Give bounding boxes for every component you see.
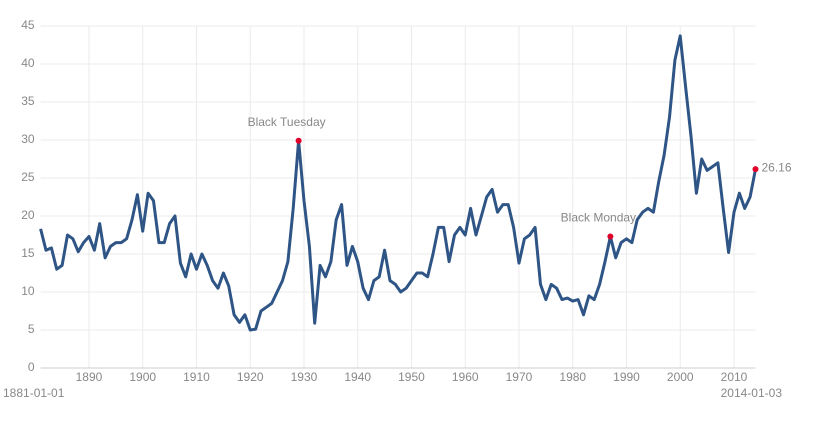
annotation-dot xyxy=(607,233,614,240)
annotation-label: Black Monday xyxy=(561,211,636,225)
annotation-label: Black Tuesday xyxy=(248,115,326,129)
x-tick-label: 1960 xyxy=(452,370,479,384)
annotation-label: 26.16 xyxy=(762,160,792,174)
start-label: 1881-01-01 xyxy=(3,386,65,400)
y-tick-label: 15 xyxy=(21,246,35,260)
x-tick-label: 1990 xyxy=(613,370,640,384)
y-tick-label: 25 xyxy=(21,170,35,184)
x-tick-label: 1920 xyxy=(237,370,264,384)
y-tick-label: 5 xyxy=(28,322,35,336)
y-tick-label: 35 xyxy=(21,94,35,108)
y-tick-label: 10 xyxy=(21,284,35,298)
x-tick-label: 1970 xyxy=(506,370,533,384)
annotation-dot xyxy=(752,166,759,173)
x-tick-label: 2010 xyxy=(721,370,748,384)
x-tick-label: 1950 xyxy=(398,370,425,384)
y-tick-label: 0 xyxy=(28,360,35,374)
x-tick-label: 2000 xyxy=(667,370,694,384)
x-tick-label: 1890 xyxy=(76,370,103,384)
x-tick-label: 1900 xyxy=(129,370,156,384)
x-tick-label: 1910 xyxy=(183,370,210,384)
y-tick-label: 45 xyxy=(21,18,35,32)
x-tick-label: 1930 xyxy=(291,370,318,384)
end-label: 2014-01-03 xyxy=(721,386,783,400)
x-tick-label: 1940 xyxy=(344,370,371,384)
y-tick-label: 20 xyxy=(21,208,35,222)
line xyxy=(39,34,757,332)
y-tick-label: 30 xyxy=(21,132,35,146)
y-tick-label: 40 xyxy=(21,56,35,70)
annotation-dot xyxy=(295,137,302,144)
x-tick-label: 1980 xyxy=(559,370,586,384)
